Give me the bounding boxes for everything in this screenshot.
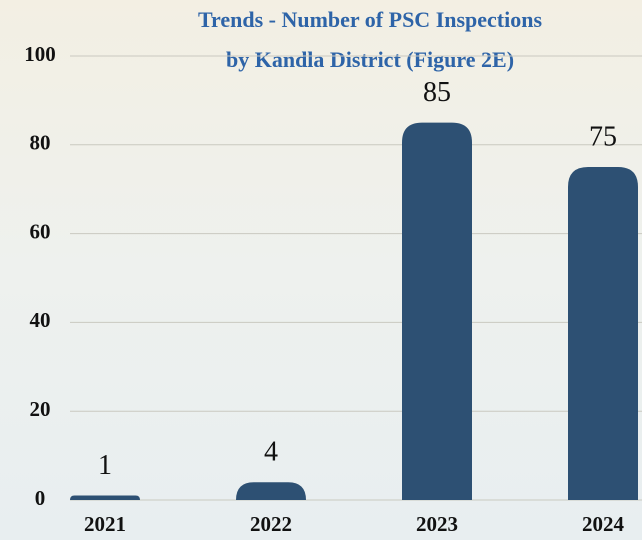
y-tick-label: 60 xyxy=(30,219,51,243)
x-tick-label: 2023 xyxy=(416,512,458,536)
bar xyxy=(70,496,140,500)
chart-title: by Kandla District (Figure 2E) xyxy=(226,47,514,72)
chart-title: Trends - Number of PSC Inspections xyxy=(198,7,543,32)
bar xyxy=(236,482,306,500)
chart: Trends - Number of PSC Inspections by Ka… xyxy=(0,0,642,540)
bar xyxy=(568,167,638,500)
page: {"chart_data": {"type": "bar", "title": … xyxy=(0,0,642,540)
y-tick-label: 80 xyxy=(30,131,51,155)
data-label: 85 xyxy=(423,77,451,108)
x-tick-label: 2021 xyxy=(84,512,126,536)
y-tick-label: 20 xyxy=(30,397,51,421)
y-tick-label: 0 xyxy=(35,486,46,510)
data-label: 1 xyxy=(98,450,112,481)
x-tick-label: 2024 xyxy=(582,512,625,536)
y-tick-label: 40 xyxy=(30,308,51,332)
bar xyxy=(402,123,472,500)
background xyxy=(0,0,642,540)
x-tick-label: 2022 xyxy=(250,512,292,536)
data-label: 4 xyxy=(264,437,278,468)
data-label: 75 xyxy=(589,121,617,152)
y-tick-label: 100 xyxy=(24,42,56,66)
